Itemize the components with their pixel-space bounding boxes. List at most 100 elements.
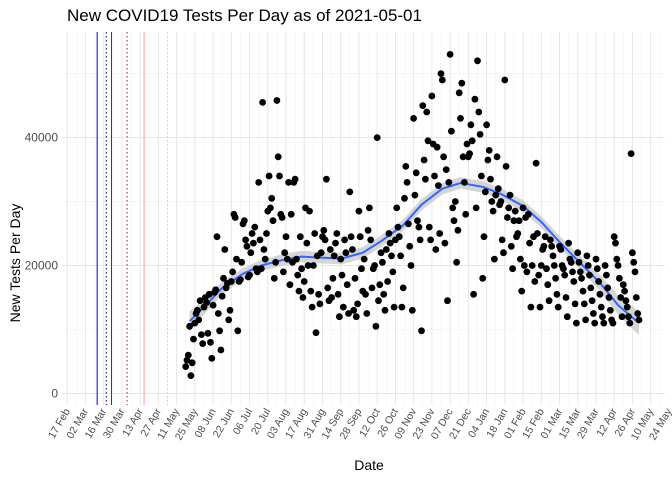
data-point xyxy=(398,303,406,311)
data-point xyxy=(454,226,462,234)
data-point xyxy=(217,346,225,354)
data-point xyxy=(401,194,408,202)
data-point xyxy=(333,230,341,237)
data-point xyxy=(233,255,240,263)
data-point xyxy=(415,223,423,231)
data-point xyxy=(276,172,283,180)
data-point xyxy=(502,163,510,170)
data-point xyxy=(498,236,506,244)
data-point xyxy=(207,338,214,346)
data-point xyxy=(632,294,640,301)
data-point xyxy=(509,265,516,273)
data-point xyxy=(466,150,473,158)
data-point xyxy=(531,278,539,285)
data-point xyxy=(371,262,378,269)
data-point xyxy=(188,359,196,367)
data-point xyxy=(606,306,614,314)
data-point xyxy=(535,271,543,279)
data-point xyxy=(229,268,237,276)
data-point xyxy=(553,290,561,298)
data-point xyxy=(395,233,403,241)
data-point xyxy=(381,306,389,314)
data-point xyxy=(517,255,524,263)
data-point xyxy=(225,316,233,324)
data-point xyxy=(457,115,464,122)
data-point xyxy=(612,239,619,247)
data-point xyxy=(549,252,557,260)
data-point xyxy=(422,175,429,183)
data-point xyxy=(182,363,190,370)
data-point xyxy=(520,262,528,269)
data-point xyxy=(402,163,410,170)
data-point xyxy=(329,274,337,282)
data-point xyxy=(394,223,402,231)
data-point xyxy=(604,284,612,292)
data-point xyxy=(242,236,250,244)
data-point xyxy=(488,198,496,205)
data-point xyxy=(597,303,605,311)
data-point xyxy=(358,265,365,273)
data-point xyxy=(518,287,526,295)
data-point xyxy=(442,166,450,174)
data-point xyxy=(221,246,229,253)
data-point xyxy=(557,246,565,253)
data-point xyxy=(441,239,449,247)
data-point xyxy=(282,233,290,241)
data-point xyxy=(519,204,527,212)
data-point xyxy=(274,153,282,161)
grid-lines xyxy=(62,32,665,405)
data-point xyxy=(489,207,497,215)
data-point xyxy=(299,294,307,301)
data-point xyxy=(212,286,220,294)
data-point xyxy=(296,233,304,241)
data-point xyxy=(379,258,386,266)
data-point xyxy=(609,319,617,327)
data-point xyxy=(562,294,570,301)
data-point xyxy=(634,310,642,317)
data-point xyxy=(467,121,475,129)
data-point xyxy=(515,217,523,225)
data-point xyxy=(375,297,382,305)
data-point xyxy=(600,319,608,327)
data-point xyxy=(350,306,358,314)
y-axis-ticks: 0 20000 40000 xyxy=(25,131,59,401)
confidence-band xyxy=(189,177,639,336)
data-point xyxy=(554,303,562,311)
data-point xyxy=(425,223,433,231)
data-point xyxy=(567,258,575,266)
data-point xyxy=(246,271,253,279)
data-point xyxy=(257,265,265,273)
data-point xyxy=(198,331,205,338)
data-point xyxy=(332,239,339,247)
data-point xyxy=(295,287,303,295)
y-tick-label: 0 xyxy=(51,386,58,400)
data-point xyxy=(419,102,427,109)
data-point xyxy=(605,294,613,301)
data-point xyxy=(363,310,371,317)
data-point xyxy=(527,303,535,311)
data-point xyxy=(199,340,207,347)
data-point xyxy=(390,303,398,311)
data-point xyxy=(338,271,346,279)
data-point xyxy=(368,284,376,292)
data-point xyxy=(240,217,248,225)
data-point xyxy=(250,239,257,247)
data-point xyxy=(283,255,291,263)
data-point xyxy=(237,276,244,283)
data-point xyxy=(610,233,618,241)
data-point xyxy=(494,185,502,193)
data-point xyxy=(582,316,589,324)
data-point xyxy=(407,262,415,269)
data-point xyxy=(550,262,558,269)
data-point xyxy=(599,313,606,321)
data-point xyxy=(326,246,334,253)
data-point xyxy=(293,255,300,263)
data-point xyxy=(619,281,627,289)
data-point xyxy=(534,230,541,237)
data-point xyxy=(321,236,329,244)
data-point xyxy=(595,278,602,285)
data-point xyxy=(226,306,234,314)
data-point xyxy=(578,274,585,282)
